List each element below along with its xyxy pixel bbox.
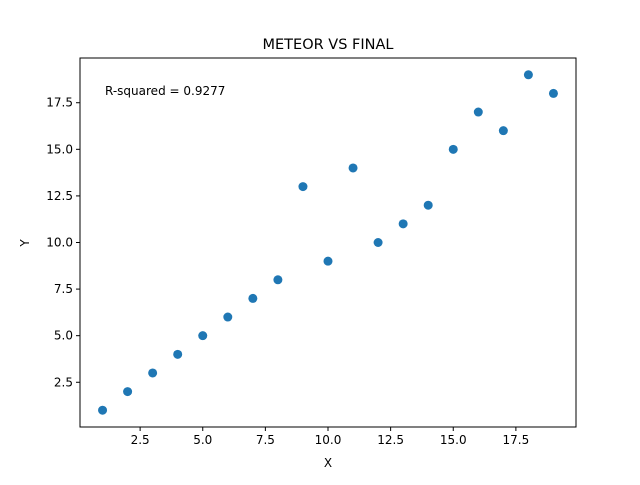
y-tick-label: 12.5	[46, 189, 73, 203]
y-axis-label: Y	[18, 239, 32, 248]
r-squared-annotation: R-squared = 0.9277	[105, 84, 225, 98]
y-tick-label: 5.0	[54, 329, 73, 343]
data-point-15	[448, 144, 458, 154]
y-axis-ticks: 2.5 5.0 7.5 10.0 12.5 15.0 17.5	[46, 96, 80, 389]
data-point-10	[323, 256, 333, 266]
y-tick-label: 7.5	[54, 282, 73, 296]
data-point-16	[473, 107, 483, 117]
y-tick-label: 2.5	[54, 375, 73, 389]
x-tick-label: 12.5	[377, 433, 404, 447]
y-tick-label: 10.0	[46, 236, 73, 250]
x-tick-label: 15.0	[440, 433, 467, 447]
x-tick-label: 10.0	[315, 433, 342, 447]
data-point-6	[223, 312, 233, 322]
data-point-9	[298, 182, 308, 192]
points-layer	[98, 70, 558, 415]
x-tick-label: 7.5	[256, 433, 275, 447]
y-tick-label: 17.5	[46, 96, 73, 110]
data-point-3	[148, 368, 158, 378]
x-tick-label: 2.5	[131, 433, 150, 447]
x-axis-label: X	[324, 456, 332, 470]
data-point-13	[398, 219, 408, 229]
data-point-17	[498, 126, 508, 136]
x-axis-ticks: 2.5 5.0 7.5 10.0 12.5 15.0 17.5	[131, 427, 530, 447]
chart-title: METEOR VS FINAL	[263, 37, 394, 53]
data-point-5	[198, 331, 208, 341]
x-tick-label: 17.5	[503, 433, 530, 447]
data-point-19	[548, 88, 558, 98]
data-point-7	[248, 293, 258, 303]
data-point-4	[173, 349, 183, 359]
data-point-18	[523, 70, 533, 80]
data-point-8	[273, 275, 283, 285]
x-tick-label: 5.0	[193, 433, 212, 447]
data-point-11	[348, 163, 358, 173]
data-point-1	[98, 405, 108, 415]
y-tick-label: 15.0	[46, 142, 73, 156]
data-point-14	[423, 200, 433, 210]
data-point-2	[123, 387, 133, 397]
data-point-12	[373, 238, 383, 247]
